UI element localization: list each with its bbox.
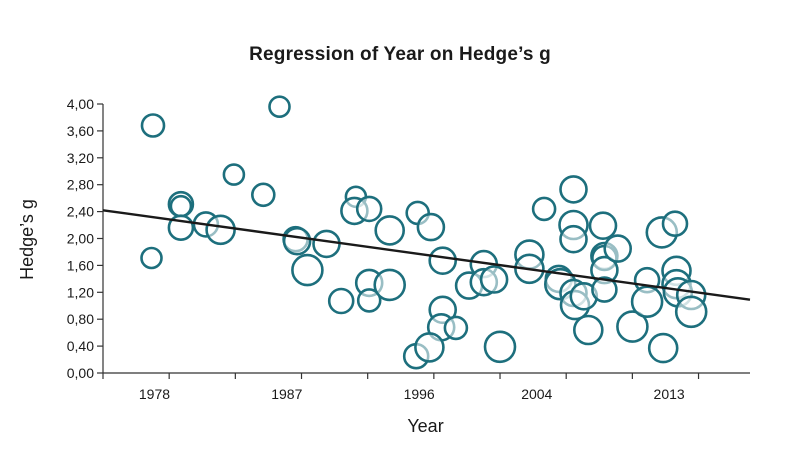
- data-point: [647, 332, 679, 364]
- y-tick-label: 2,40: [67, 204, 94, 220]
- data-point: [140, 246, 163, 270]
- data-point: [282, 226, 312, 256]
- y-tick-label: 2,80: [67, 177, 94, 193]
- y-tick-label: 0,80: [67, 311, 94, 327]
- data-point: [374, 215, 406, 246]
- data-point: [373, 268, 407, 302]
- y-tick-label: 1,20: [67, 284, 94, 300]
- data-point: [630, 285, 664, 319]
- data-point: [572, 314, 604, 346]
- y-tick-label: 3,60: [67, 123, 94, 139]
- data-point: [603, 234, 633, 263]
- y-tick-label: 2,00: [67, 231, 94, 247]
- data-point: [414, 332, 445, 363]
- data-point: [616, 310, 649, 343]
- data-point: [559, 175, 588, 204]
- data-point: [559, 224, 588, 254]
- data-point: [355, 195, 383, 223]
- data-point: [222, 163, 246, 186]
- y-tick-label: 3,20: [67, 150, 94, 166]
- data-point: [205, 214, 236, 246]
- data-point: [588, 211, 618, 240]
- data-point: [479, 265, 509, 294]
- y-axis-title: Hedge’s g: [17, 199, 37, 280]
- x-tick-label: 1978: [139, 386, 170, 402]
- data-points: [140, 95, 708, 370]
- data-point: [250, 182, 276, 208]
- data-point: [416, 212, 446, 242]
- x-tick-label: 1996: [404, 386, 435, 402]
- x-axis-title: Year: [407, 416, 443, 436]
- data-point: [443, 315, 469, 341]
- y-tick-label: 0,40: [67, 338, 94, 354]
- data-point: [674, 295, 708, 329]
- data-point: [531, 196, 557, 222]
- axes: [97, 103, 750, 379]
- x-tick-label: 1987: [271, 386, 302, 402]
- data-point: [483, 330, 517, 364]
- data-point: [591, 276, 618, 303]
- y-tick-label: 0,00: [67, 365, 94, 381]
- data-point: [356, 288, 382, 313]
- data-point: [428, 246, 458, 276]
- x-tick-label: 2013: [654, 386, 685, 402]
- y-tick-label: 4,00: [67, 96, 94, 112]
- data-point: [268, 95, 291, 118]
- x-tick-label: 2004: [521, 386, 552, 402]
- data-point: [661, 210, 689, 237]
- regression-line: [102, 209, 751, 301]
- data-point: [140, 113, 166, 138]
- data-point: [327, 287, 355, 315]
- tick-labels: 0,00 0,40 0,80 1,20 1,60 2,00 2,40 2,80 3,20 3,60…: [17, 96, 685, 436]
- data-point: [169, 194, 193, 218]
- data-point: [291, 253, 324, 287]
- chart-title: Regression of Year on Hedge’s g: [249, 44, 551, 65]
- regression-line-group: [102, 209, 751, 301]
- data-point: [312, 229, 341, 259]
- y-tick-label: 1,60: [67, 257, 94, 273]
